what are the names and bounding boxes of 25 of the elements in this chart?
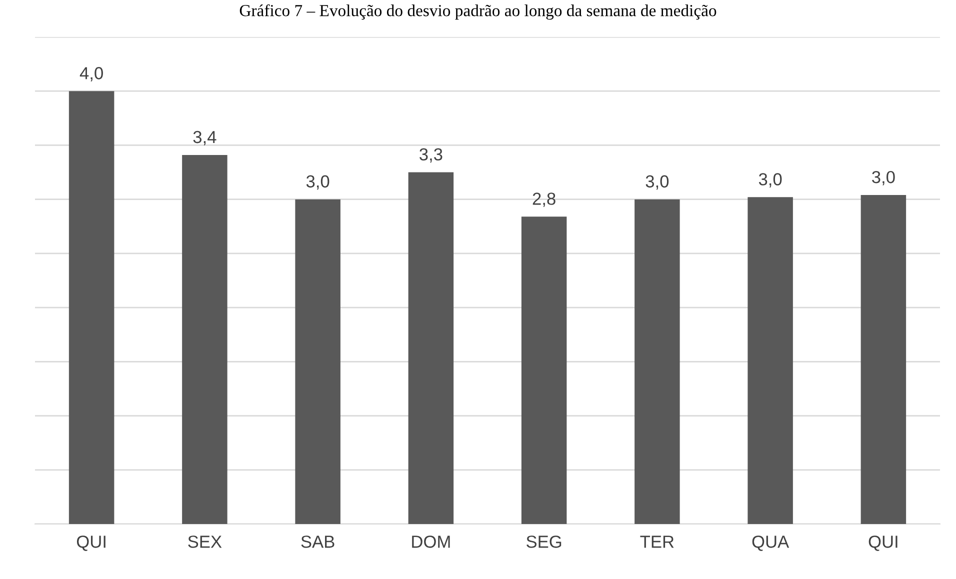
bar [634, 199, 680, 524]
x-tick-label: QUA [752, 536, 790, 551]
chart-title: Gráfico 7 – Evolução do desvio padrão ao longo da semana de medição [240, 4, 716, 20]
data-label: 4,0 [80, 67, 103, 82]
x-tick-label: SEX [188, 536, 222, 548]
bar [408, 172, 454, 524]
data-label: 3,4 [193, 130, 216, 146]
data-label: 3,3 [420, 148, 442, 163]
data-label: 3,0 [758, 173, 782, 188]
bar [68, 91, 114, 524]
x-tick-label: QUI [76, 536, 106, 551]
bar [182, 154, 228, 524]
data-label: 3,0 [872, 170, 895, 186]
bar [860, 195, 906, 524]
bar [295, 199, 340, 524]
x-tick-label: DOM [412, 536, 450, 548]
x-tick-label: SAB [301, 536, 334, 548]
x-tick-label: TER [640, 536, 674, 548]
data-label: 2,8 [532, 192, 556, 207]
bar [748, 197, 793, 524]
x-tick-label: SEG [526, 536, 562, 548]
x-tick-label: QUI [868, 536, 898, 551]
data-label: 3,0 [306, 175, 330, 190]
data-label: 3,0 [646, 175, 669, 190]
bar [521, 216, 567, 524]
